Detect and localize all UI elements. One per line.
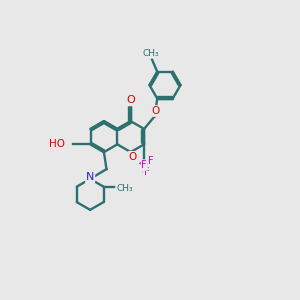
Text: F: F [144, 167, 149, 177]
Text: N: N [86, 172, 94, 182]
Text: F: F [141, 160, 147, 170]
Text: CH₃: CH₃ [116, 184, 133, 193]
Text: CH₃: CH₃ [142, 49, 159, 58]
Text: O: O [126, 95, 135, 105]
Text: O: O [129, 152, 137, 162]
Text: O: O [152, 106, 160, 116]
Text: HO: HO [49, 140, 65, 149]
Text: F: F [148, 157, 154, 166]
